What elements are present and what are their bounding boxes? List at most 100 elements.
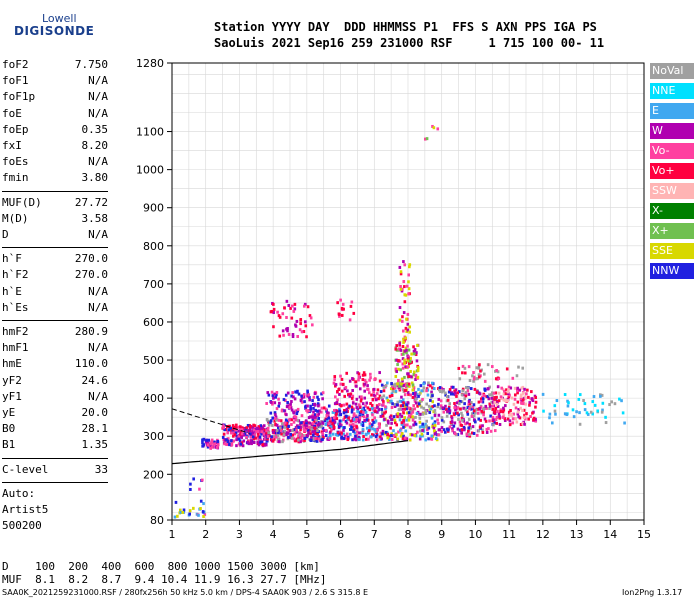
echo-point bbox=[290, 422, 293, 426]
echo-point bbox=[392, 415, 396, 419]
echo-point bbox=[278, 401, 281, 405]
panel-separator bbox=[2, 320, 108, 321]
echo-point bbox=[460, 400, 464, 404]
echo-point bbox=[472, 371, 475, 375]
param-foep-value: 0.35 bbox=[81, 122, 109, 136]
param-b1: B1 1.35 bbox=[2, 438, 108, 454]
echo-point bbox=[432, 429, 436, 433]
echo-point bbox=[297, 438, 300, 442]
param-d: D N/A bbox=[2, 228, 108, 244]
echo-point bbox=[375, 431, 378, 435]
echo-point bbox=[482, 406, 486, 410]
echo-point bbox=[491, 395, 494, 399]
echo-point bbox=[277, 397, 280, 401]
echo-point bbox=[418, 392, 421, 396]
echo-point bbox=[468, 405, 472, 409]
echo-point bbox=[414, 375, 418, 379]
echo-point bbox=[511, 376, 515, 380]
echo-point bbox=[306, 410, 309, 414]
echo-point bbox=[333, 375, 337, 379]
echo-point bbox=[332, 416, 336, 420]
echo-point bbox=[247, 432, 251, 436]
echo-point bbox=[320, 410, 323, 414]
echo-point bbox=[367, 391, 371, 395]
echo-point bbox=[394, 382, 397, 386]
echo-point bbox=[398, 341, 401, 345]
param-hme-label: hmE bbox=[2, 357, 22, 371]
echo-point bbox=[542, 409, 545, 413]
echo-point bbox=[618, 397, 621, 401]
echo-point bbox=[600, 393, 604, 397]
echo-point bbox=[349, 392, 353, 396]
echo-point bbox=[415, 359, 419, 363]
echo-point bbox=[173, 515, 177, 519]
echo-point bbox=[623, 421, 626, 425]
x-tick-label: 14 bbox=[603, 528, 617, 541]
echo-point bbox=[307, 393, 311, 397]
param-foep-label: foEp bbox=[2, 122, 29, 136]
echo-point bbox=[414, 397, 418, 401]
echo-point bbox=[290, 418, 294, 422]
echo-point bbox=[401, 366, 405, 370]
echo-point bbox=[449, 392, 453, 396]
y-tick-label: 1100 bbox=[136, 126, 164, 139]
echo-point bbox=[291, 433, 295, 437]
echo-point bbox=[464, 422, 467, 426]
echo-point bbox=[489, 414, 492, 418]
echo-point bbox=[295, 390, 299, 394]
echo-point bbox=[356, 371, 359, 375]
echo-point bbox=[335, 417, 339, 421]
param-b0-label: B0 bbox=[2, 422, 16, 436]
echo-point bbox=[467, 392, 471, 396]
echo-point bbox=[479, 405, 483, 409]
echo-point bbox=[431, 405, 434, 409]
echo-point bbox=[315, 437, 319, 441]
echo-point bbox=[433, 432, 437, 436]
echo-point bbox=[295, 319, 299, 323]
echo-point bbox=[413, 348, 417, 352]
echo-point bbox=[460, 417, 464, 421]
echo-point bbox=[290, 436, 294, 440]
echo-point bbox=[488, 402, 492, 406]
echo-point bbox=[392, 429, 395, 433]
echo-point bbox=[410, 375, 413, 379]
x-tick-label: 9 bbox=[438, 528, 445, 541]
echo-point bbox=[482, 410, 485, 414]
echo-point bbox=[321, 421, 324, 425]
echo-point bbox=[370, 393, 373, 397]
footer-file-info: SAA0K_2021259231000.RSF / 280fx256h 50 k… bbox=[2, 588, 369, 597]
echo-point bbox=[427, 426, 431, 430]
echo-point bbox=[328, 425, 332, 429]
echo-point bbox=[278, 334, 282, 338]
echo-point bbox=[303, 426, 307, 430]
echo-point bbox=[385, 381, 389, 385]
echo-point bbox=[365, 418, 369, 422]
echo-point bbox=[264, 443, 268, 447]
echo-point bbox=[553, 409, 557, 413]
echo-point bbox=[370, 433, 374, 437]
echo-point bbox=[401, 407, 404, 411]
echo-point bbox=[453, 391, 457, 395]
echo-point bbox=[267, 421, 271, 425]
echo-point bbox=[502, 398, 506, 402]
echo-point bbox=[352, 414, 356, 418]
echo-point bbox=[380, 407, 384, 411]
echo-point bbox=[314, 408, 317, 412]
echo-point bbox=[522, 402, 525, 406]
echo-point bbox=[349, 432, 352, 436]
echo-point bbox=[259, 440, 262, 444]
echo-point bbox=[288, 406, 291, 410]
echo-point bbox=[407, 411, 411, 415]
echo-point bbox=[401, 404, 404, 408]
echo-point bbox=[429, 384, 432, 388]
echo-point bbox=[436, 127, 440, 131]
echo-point bbox=[295, 428, 298, 432]
echo-point bbox=[328, 437, 332, 441]
echo-point bbox=[262, 424, 266, 428]
legend-nne: NNE bbox=[650, 83, 694, 99]
echo-point bbox=[496, 370, 500, 374]
echo-point bbox=[464, 394, 468, 398]
echo-point bbox=[493, 429, 497, 433]
echo-point bbox=[411, 418, 415, 422]
echo-point bbox=[275, 423, 279, 427]
